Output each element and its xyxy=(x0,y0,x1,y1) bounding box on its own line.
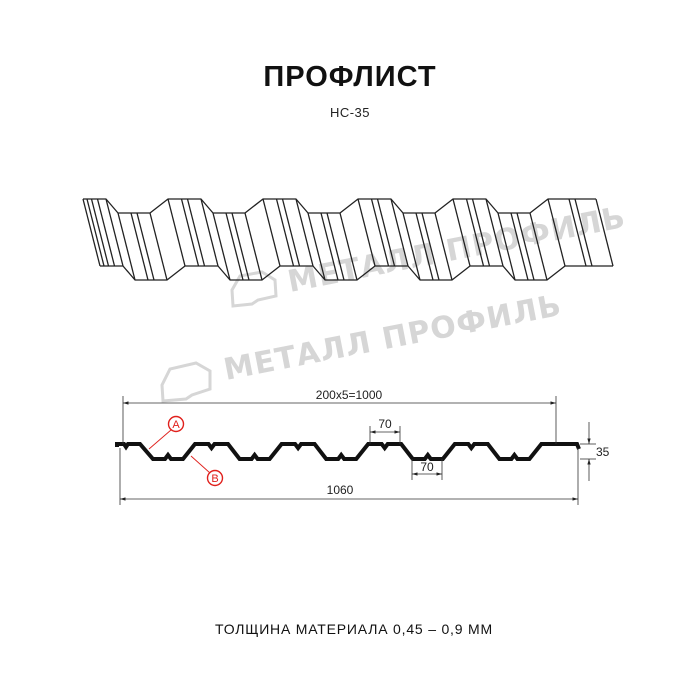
watermark-logo-2: МЕТАЛЛ ПРОФИЛЬ xyxy=(160,288,565,403)
sheet-fold-line xyxy=(167,198,186,267)
dimension-pitch-total xyxy=(122,396,557,444)
dimension-total-width-label: 1060 xyxy=(327,483,354,497)
sheet-fold-line xyxy=(390,198,409,267)
sheet-rib-line xyxy=(376,198,396,267)
sheet-fold-line xyxy=(244,212,263,281)
sheet-fold-line xyxy=(529,212,548,281)
sheet-rib-line xyxy=(231,212,250,281)
sheet-rib-line xyxy=(136,212,155,281)
sheet-fold-line xyxy=(307,212,326,281)
sheet-rib-line xyxy=(180,198,200,267)
sheet-rib-line xyxy=(370,198,390,267)
callout-b: B xyxy=(190,455,224,487)
sheet-rib-line xyxy=(568,198,587,267)
watermark-logo-1: МЕТАЛЛ ПРОФИЛЬ xyxy=(230,200,629,308)
sheet-top-edge xyxy=(83,198,596,214)
dimension-total-width xyxy=(119,448,579,505)
page-subtitle: НС-35 xyxy=(330,105,370,120)
sheet-fold-line xyxy=(339,212,358,281)
sheet-rib-line xyxy=(471,198,491,267)
sheet-rib-line xyxy=(415,212,434,281)
sheet-fold-line xyxy=(262,198,281,267)
sheet-rib-line xyxy=(574,198,593,267)
sheet-rib-line xyxy=(130,212,149,281)
sheet-rib-line xyxy=(225,212,244,281)
sheet-rib-line xyxy=(326,212,345,281)
sheet-fold-line xyxy=(402,212,421,281)
sheet-fold-line xyxy=(295,198,314,267)
sheet-rib-line xyxy=(281,198,301,267)
dimension-top-width xyxy=(369,426,401,444)
sheet-fold-line xyxy=(485,198,504,267)
dimension-height xyxy=(580,422,596,481)
cross-section xyxy=(115,442,581,461)
sheet-rib-line xyxy=(516,212,535,281)
sheet-fold-line xyxy=(595,198,614,267)
sheet-fold-line xyxy=(434,212,453,281)
sheet-rib-line xyxy=(90,198,110,267)
sheet-rib-line xyxy=(320,212,339,281)
sheet-fold-line xyxy=(212,212,231,281)
sheet-fold-line xyxy=(357,198,376,267)
dimension-bottom-width xyxy=(411,459,443,480)
dimension-bottom-width-label: 70 xyxy=(420,460,434,474)
sheet-fold-line xyxy=(547,198,566,267)
sheet-bottom-edge xyxy=(100,265,613,281)
sheet-rib-line xyxy=(96,198,116,267)
sheet-fold-line xyxy=(149,212,168,281)
sheet-rib-line xyxy=(465,198,485,267)
material-thickness-note: ТОЛЩИНА МАТЕРИАЛА 0,45 – 0,9 ММ xyxy=(215,621,493,637)
callout-a-label: A xyxy=(172,419,180,431)
sheet-rib-line xyxy=(510,212,529,281)
dimension-height-label: 35 xyxy=(596,445,610,459)
dimension-pitch-total-label: 200x5=1000 xyxy=(316,388,383,402)
sheet-fold-line xyxy=(497,212,516,281)
callout-b-label: B xyxy=(211,473,218,485)
sheet-fold-line xyxy=(105,198,124,267)
sheet-rib-line xyxy=(421,212,440,281)
sheet-fold-line xyxy=(82,198,101,267)
dimension-top-width-label: 70 xyxy=(378,417,392,431)
sheet-edge-rib-line xyxy=(86,198,105,267)
section-profile xyxy=(115,442,581,461)
sheet-rib-line xyxy=(186,198,206,267)
isometric-sheet-drawing xyxy=(82,198,614,281)
callout-a: A xyxy=(148,415,185,450)
sheet-fold-line xyxy=(200,198,219,267)
sheet-fold-line xyxy=(452,198,471,267)
page-title: ПРОФЛИСТ xyxy=(263,61,436,93)
sheet-rib-line xyxy=(275,198,295,267)
watermark-text-2: МЕТАЛЛ ПРОФИЛЬ xyxy=(221,288,565,388)
sheet-fold-line xyxy=(117,212,136,281)
